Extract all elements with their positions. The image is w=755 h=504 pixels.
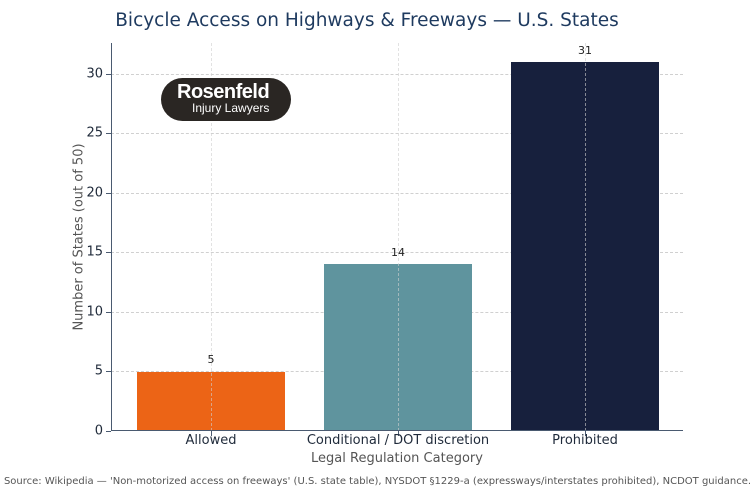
y-tick	[106, 431, 111, 432]
x-tick	[398, 431, 399, 436]
y-tick-label: 10	[86, 304, 103, 320]
y-tick	[106, 311, 111, 313]
y-tick	[106, 192, 111, 194]
y-tick-label: 25	[86, 125, 103, 141]
x-axis-line	[111, 430, 683, 431]
logo-subtitle: Injury Lawyers	[192, 101, 270, 115]
x-tick-label: Allowed	[185, 433, 237, 448]
plot-area: 0 5 10 15 20 25 30 5 14 31	[86, 43, 683, 439]
x-tick-label: Prohibited	[552, 433, 618, 448]
y-tick	[106, 252, 111, 254]
bar-value-label: 14	[391, 246, 405, 260]
gridline-y	[111, 192, 683, 194]
x-axis-label: Legal Regulation Category	[311, 451, 483, 466]
y-tick-label: 15	[86, 244, 103, 260]
rosenfeld-logo: Rosenfeld Injury Lawyers	[161, 78, 291, 121]
y-tick	[106, 371, 111, 373]
y-tick-label: 0	[94, 423, 103, 439]
gridline-x	[211, 43, 212, 431]
gridline-y	[111, 73, 683, 75]
x-tick	[585, 431, 586, 436]
logo-name: Rosenfeld	[177, 81, 270, 103]
x-tick	[211, 431, 212, 436]
gridline-x	[398, 43, 399, 431]
gridline-x	[585, 43, 586, 431]
source-note: Source: Wikipedia — 'Non-motorized acces…	[3, 476, 752, 487]
y-tick-label: 20	[86, 185, 103, 201]
gridline-y	[111, 252, 683, 254]
bar-value-label: 31	[578, 44, 592, 58]
y-axis-label: Number of States (out of 50)	[71, 143, 87, 331]
y-tick	[106, 133, 111, 135]
gridline-y	[111, 133, 683, 135]
bar-value-label: 5	[207, 353, 215, 367]
y-tick-label: 30	[86, 66, 103, 82]
x-tick-label: Conditional / DOT discretion	[306, 433, 490, 448]
chart-title: Bicycle Access on Highways & Freeways — …	[115, 10, 619, 31]
y-tick	[106, 73, 111, 75]
y-tick-label: 5	[94, 363, 103, 379]
y-axis-line	[111, 43, 112, 431]
